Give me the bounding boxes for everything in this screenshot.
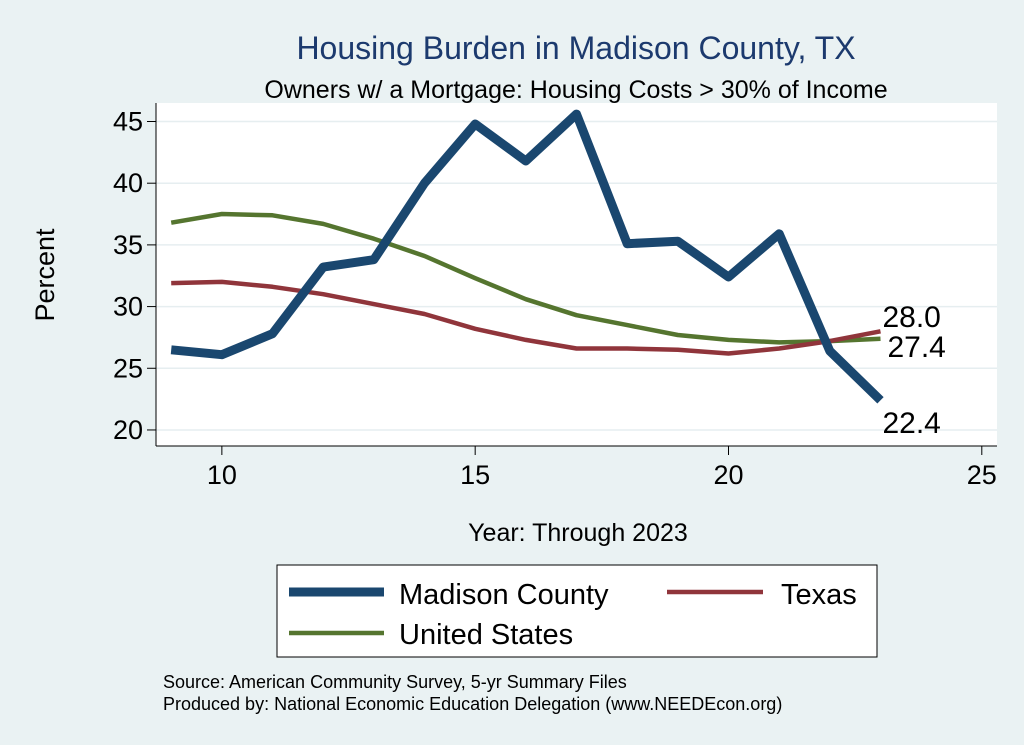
y-tick-label: 45	[113, 107, 143, 137]
x-tick-label: 15	[460, 460, 490, 490]
chart-title: Housing Burden in Madison County, TX	[296, 30, 855, 66]
y-tick-label: 40	[113, 168, 143, 198]
y-ticks: 20 25 30 35 40 45	[113, 107, 156, 445]
chart-subtitle: Owners w/ a Mortgage: Housing Costs > 30…	[264, 76, 887, 104]
series-line-us	[170, 211, 881, 345]
source-note: Source: American Community Survey, 5-yr …	[163, 672, 627, 692]
x-tick-label: 20	[713, 460, 743, 490]
y-tick-label: 30	[113, 292, 143, 322]
series-lines	[170, 109, 884, 404]
legend-label-texas: Texas	[781, 579, 857, 611]
series-line-madison	[170, 109, 884, 404]
end-label-texas: 28.0	[882, 301, 940, 334]
x-ticks: 10 15 20 25	[207, 446, 997, 490]
x-tick-label: 25	[967, 460, 997, 490]
legend-label-madison: Madison County	[399, 579, 609, 611]
y-tick-label: 25	[113, 353, 143, 383]
y-tick-label: 35	[113, 230, 143, 260]
produced-note: Produced by: National Economic Education…	[163, 694, 782, 714]
plot-area	[156, 103, 997, 446]
legend-label-us: United States	[399, 619, 573, 651]
x-tick-label: 10	[207, 460, 237, 490]
x-axis-label: Year: Through 2023	[468, 519, 688, 547]
legend-box	[276, 564, 878, 658]
end-label-us: 27.4	[887, 331, 945, 364]
y-axis-label: Percent	[30, 228, 60, 322]
y-tick-label: 20	[113, 415, 143, 445]
series-line-texas	[171, 279, 881, 356]
end-label-madison: 22.4	[882, 407, 940, 440]
end-labels: 28.027.4 22.4	[882, 301, 945, 440]
